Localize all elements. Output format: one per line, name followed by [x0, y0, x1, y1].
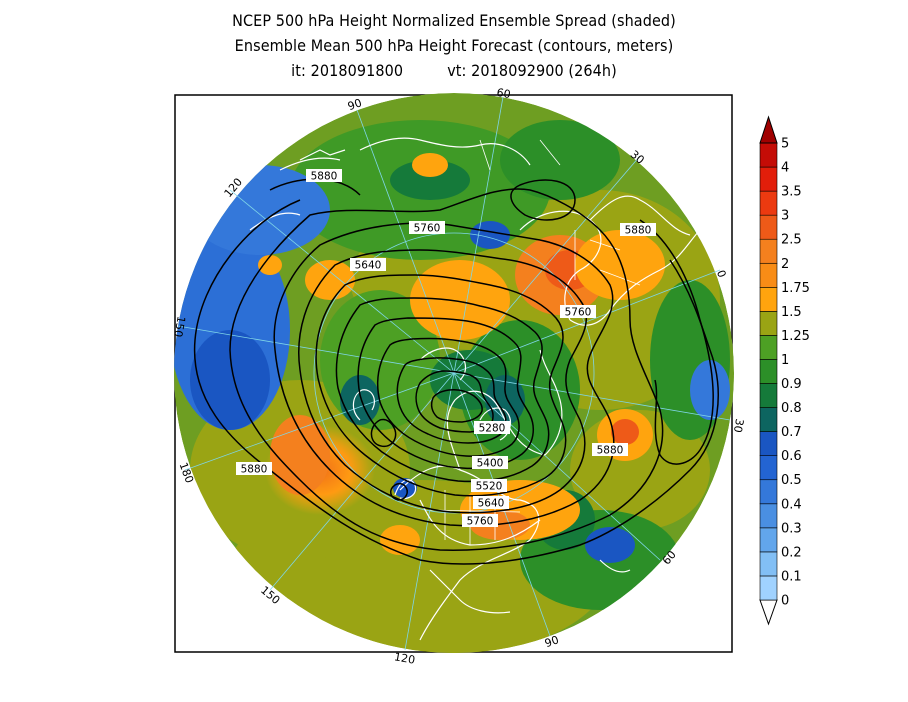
colorbar-tick-label: 0.9 [781, 377, 802, 392]
colorbar: 0 0.1 0.2 0.3 0.4 0.5 0.6 0.7 0.8 0.9 1 1.25 1.5 1.75… [759, 115, 810, 626]
lon-label: 0 [714, 268, 729, 279]
colorbar-swatch [759, 407, 778, 432]
svg-text:5640: 5640 [355, 260, 382, 272]
colorbar-tick-label: 0.6 [781, 449, 802, 464]
title-line-3: it: 2018091800 vt: 2018092900 (264h) [0, 58, 908, 83]
colorbar-swatch [759, 455, 778, 481]
colorbar-tick-label: 0.8 [781, 401, 802, 416]
colorbar-swatch [759, 190, 778, 216]
svg-text:5880: 5880 [311, 171, 338, 183]
colorbar-tick-label: 2.5 [781, 233, 802, 248]
title-line-1: NCEP 500 hPa Height Normalized Ensemble … [232, 11, 676, 30]
colorbar-swatch [759, 431, 778, 456]
svg-text:5280: 5280 [479, 423, 506, 435]
colorbar-tick-label: 1 [781, 353, 789, 368]
colorbar-swatch [759, 479, 778, 505]
lon-label: 90 [346, 96, 364, 113]
svg-text:5760: 5760 [565, 307, 592, 319]
colorbar-tick-label: 0.1 [781, 569, 802, 584]
colorbar-swatch [759, 503, 778, 529]
colorbar-swatch [759, 551, 778, 577]
colorbar-swatch [759, 383, 778, 408]
contour-label: 5880 [620, 223, 656, 237]
colorbar-swatch [759, 214, 778, 240]
colorbar-low-arrow [759, 599, 778, 626]
colorbar-swatch [759, 166, 778, 192]
lon-label: 60 [496, 86, 512, 101]
colorbar-tick-label: 1.5 [781, 305, 802, 320]
colorbar-swatch [759, 262, 778, 288]
map-title: NCEP 500 hPa Height Normalized Ensemble … [0, 8, 908, 83]
contour-label: 5880 [592, 443, 628, 457]
svg-text:5640: 5640 [478, 498, 505, 510]
svg-text:5880: 5880 [597, 445, 624, 457]
colorbar-tick-label: 4 [781, 161, 789, 176]
svg-text:5880: 5880 [241, 464, 268, 476]
contour-label: 5760 [409, 221, 445, 235]
colorbar-swatch [759, 335, 778, 360]
colorbar-tick-label: 5 [781, 137, 789, 152]
svg-text:5520: 5520 [476, 481, 503, 493]
colorbar-tick-label: 0.5 [781, 473, 802, 488]
svg-text:5400: 5400 [477, 458, 504, 470]
colorbar-swatch [759, 287, 778, 312]
contour-label: 5880 [306, 169, 342, 183]
contour-label: 5880 [236, 462, 272, 476]
colorbar-swatch [759, 142, 778, 168]
colorbar-tick-label: 0.7 [781, 425, 802, 440]
colorbar-tick-label: 0.4 [781, 497, 802, 512]
colorbar-swatch [759, 238, 778, 264]
init-time: it: 2018091800 [291, 61, 404, 80]
contour-label: 5640 [350, 258, 386, 272]
colorbar-tick-label: 0 [781, 594, 789, 609]
contour-label-group: 5880 5760 5640 5880 5760 5880 5280 5400 … [236, 169, 656, 528]
valid-time: vt: 2018092900 (264h) [447, 61, 617, 80]
colorbar-tick-label: 3.5 [781, 185, 802, 200]
title-line-2: Ensemble Mean 500 hPa Height Forecast (c… [234, 36, 674, 55]
contour-label: 5400 [472, 456, 508, 470]
contour-label: 5760 [462, 514, 498, 528]
lon-label: 120 [393, 650, 416, 666]
colorbar-tick-label: 3 [781, 209, 789, 224]
svg-text:5760: 5760 [467, 516, 494, 528]
colorbar-tick-label: 2 [781, 257, 789, 272]
colorbar-tick-label: 1.75 [781, 281, 810, 296]
colorbar-tick-label: 1.25 [781, 329, 810, 344]
contour-label: 5520 [471, 479, 507, 493]
colorbar-tick-label: 0.3 [781, 521, 802, 536]
height-contours [193, 178, 719, 565]
lon-label: 90 [543, 633, 561, 650]
svg-text:5760: 5760 [414, 223, 441, 235]
lon-label: 30 [731, 418, 746, 434]
colorbar-high-arrow [759, 115, 778, 144]
colorbar-swatch [759, 575, 778, 601]
colorbar-swatch [759, 527, 778, 553]
svg-text:5880: 5880 [625, 225, 652, 237]
contour-label: 5760 [560, 305, 596, 319]
contour-label: 5640 [473, 496, 509, 510]
colorbar-swatch [759, 359, 778, 384]
colorbar-tick-label: 0.2 [781, 545, 802, 560]
colorbar-swatch [759, 311, 778, 336]
lon-label: 150 [171, 315, 187, 338]
contour-label: 5280 [474, 421, 510, 435]
